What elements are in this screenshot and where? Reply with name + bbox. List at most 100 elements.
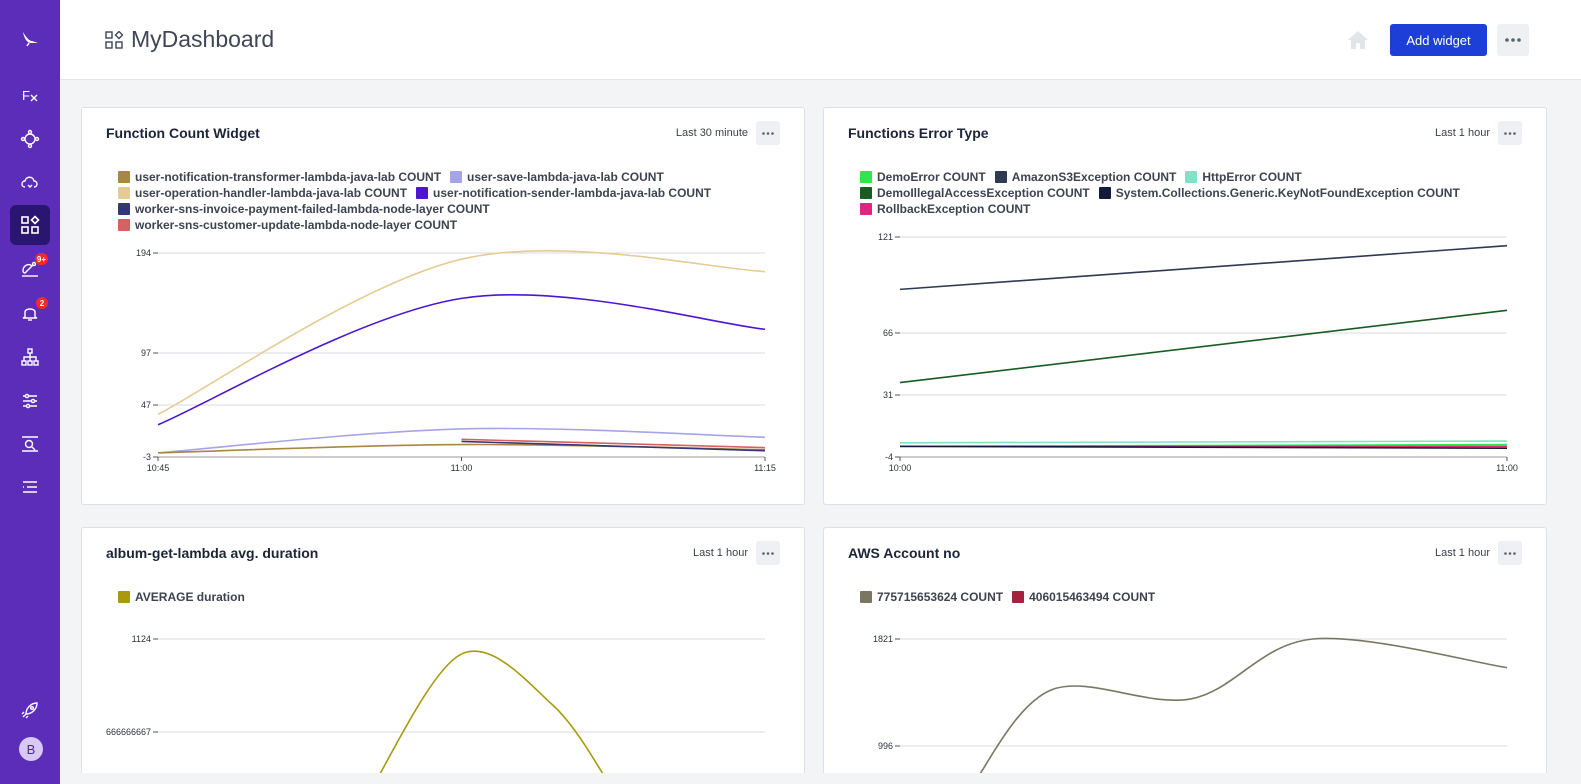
series-line [157,250,766,416]
legend-label: HttpError COUNT [1202,170,1302,184]
widget-album-get-lambda-duration: album-get-lambda avg. duration Last 1 ho… [81,527,805,784]
widget-more-button[interactable] [756,541,780,565]
widget-more-button[interactable] [1498,541,1522,565]
legend-item[interactable]: user-save-lambda-java-lab COUNT [450,170,664,184]
legend-swatch [1098,187,1111,199]
legend-label: 775715653624 COUNT [877,590,1004,604]
legend-item[interactable]: RollbackException COUNT [860,202,1030,216]
add-widget-button[interactable]: Add widget [1390,24,1487,56]
legend-swatch [118,171,130,183]
avatar[interactable]: B [19,737,43,761]
more-icon [1504,551,1516,555]
dashboard-icon [105,31,123,49]
page-title: MyDashboard [131,26,275,52]
satellite-icon[interactable]: 9+ [10,249,50,289]
legend-swatch [118,203,130,215]
legend-item[interactable]: DemoIllegalAccessException COUNT [860,186,1090,200]
legend-label: 406015463494 COUNT [1029,590,1156,604]
legend-label: user-notification-transformer-lambda-jav… [135,170,442,184]
search-list-icon[interactable] [10,424,50,464]
legend-label: user-save-lambda-java-lab COUNT [467,170,664,184]
series-line [157,427,766,454]
legend-item[interactable]: user-operation-handler-lambda-java-lab C… [118,186,407,200]
cloud-icon[interactable] [10,162,50,202]
legend-swatch [994,171,1007,183]
y-tick-label: 996 [878,741,893,751]
list-icon[interactable] [10,467,50,507]
legend-label: DemoError COUNT [877,170,986,184]
widget-more-button[interactable] [756,121,780,145]
bell-icon[interactable]: 2 [10,293,50,333]
more-options-button[interactable] [1497,24,1529,56]
network-icon[interactable] [10,119,50,159]
time-range[interactable]: Last 1 hour [692,547,748,559]
sliders-icon[interactable] [10,381,50,421]
legend-item[interactable]: AmazonS3Exception COUNT [994,170,1177,184]
alert-badge: 2 [36,297,48,309]
legend-item[interactable]: 775715653624 COUNT [860,590,1003,604]
series-line [373,650,611,784]
legend-item[interactable]: worker-sns-customer-update-lambda-node-l… [118,218,457,232]
rocket-icon[interactable] [10,690,50,730]
y-tick-label: 97 [141,348,151,358]
y-tick-label: 31 [883,390,893,400]
y-tick-label: 1821 [873,634,893,644]
svg-text:F: F [22,88,30,103]
y-tick-label: 666666667 [106,727,151,737]
page-bottom [60,773,1581,784]
legend-label: user-notification-sender-lambda-java-lab… [433,186,712,200]
widget-more-button[interactable] [1498,121,1522,145]
legend-item[interactable]: worker-sns-invoice-payment-failed-lambda… [118,202,490,216]
home-icon[interactable] [1347,30,1369,50]
legend-label: AVERAGE duration [135,590,245,604]
line-chart: 1124 666666667 [106,634,765,784]
series-line [157,293,766,426]
time-range[interactable]: Last 1 hour [1434,547,1490,559]
chart-legend: user-notification-transformer-lambda-jav… [118,170,778,232]
time-range[interactable]: Last 1 hour [1434,127,1490,139]
legend-item[interactable]: 406015463494 COUNT [1012,590,1155,604]
widget-title: AWS Account no [848,545,961,561]
more-icon [762,131,774,135]
legend-swatch [118,591,130,603]
dashboard-icon[interactable] [10,205,50,245]
more-icon [1505,38,1521,42]
function-icon[interactable]: F [10,75,50,115]
more-icon [1504,131,1516,135]
widget-title: album-get-lambda avg. duration [106,545,319,561]
page-header: MyDashboard Add widget [60,0,1581,80]
widget-title: Function Count Widget [106,125,260,141]
legend-swatch [118,187,130,199]
y-tick-label: 194 [136,248,151,258]
legend-item[interactable]: DemoError COUNT [860,170,986,184]
legend-item[interactable]: System.Collections.Generic.KeyNotFoundEx… [1098,186,1460,200]
legend-item[interactable]: AVERAGE duration [118,590,245,604]
legend-label: AmazonS3Exception COUNT [1011,170,1177,184]
series-line [461,440,766,452]
legend-label: user-operation-handler-lambda-java-lab C… [135,186,408,200]
y-tick-label: -4 [885,452,893,462]
legend-swatch [416,187,429,199]
widget-function-count: Function Count Widget Last 30 minute use… [81,107,805,505]
legend-label: worker-sns-customer-update-lambda-node-l… [135,218,458,232]
notification-badge: 9+ [34,253,48,265]
logo-bird-icon[interactable] [10,18,50,58]
hierarchy-icon[interactable] [10,337,50,377]
legend-item[interactable]: HttpError COUNT [1185,170,1302,184]
legend-swatch [118,219,130,231]
legend-item[interactable]: user-notification-sender-lambda-java-lab… [416,186,711,200]
widget-title: Functions Error Type [848,125,989,141]
y-tick-label: -3 [143,452,151,462]
y-tick-label: 47 [141,400,151,410]
line-chart: 996 1821 [873,634,1508,784]
y-tick-label: 66 [883,328,893,338]
line-chart: -3 47 97 194 10:45 11:00 11:15 [136,248,776,473]
series-line [461,438,766,449]
legend-swatch [860,203,872,215]
legend-label: DemoIllegalAccessException COUNT [877,186,1090,200]
legend-swatch [860,171,872,183]
x-tick-label: 11:15 [754,463,776,473]
chart-legend: DemoError COUNT AmazonS3Exception COUNT Ht… [860,170,1520,216]
time-range[interactable]: Last 30 minute [675,127,748,139]
legend-item[interactable]: user-notification-transformer-lambda-jav… [118,170,441,184]
